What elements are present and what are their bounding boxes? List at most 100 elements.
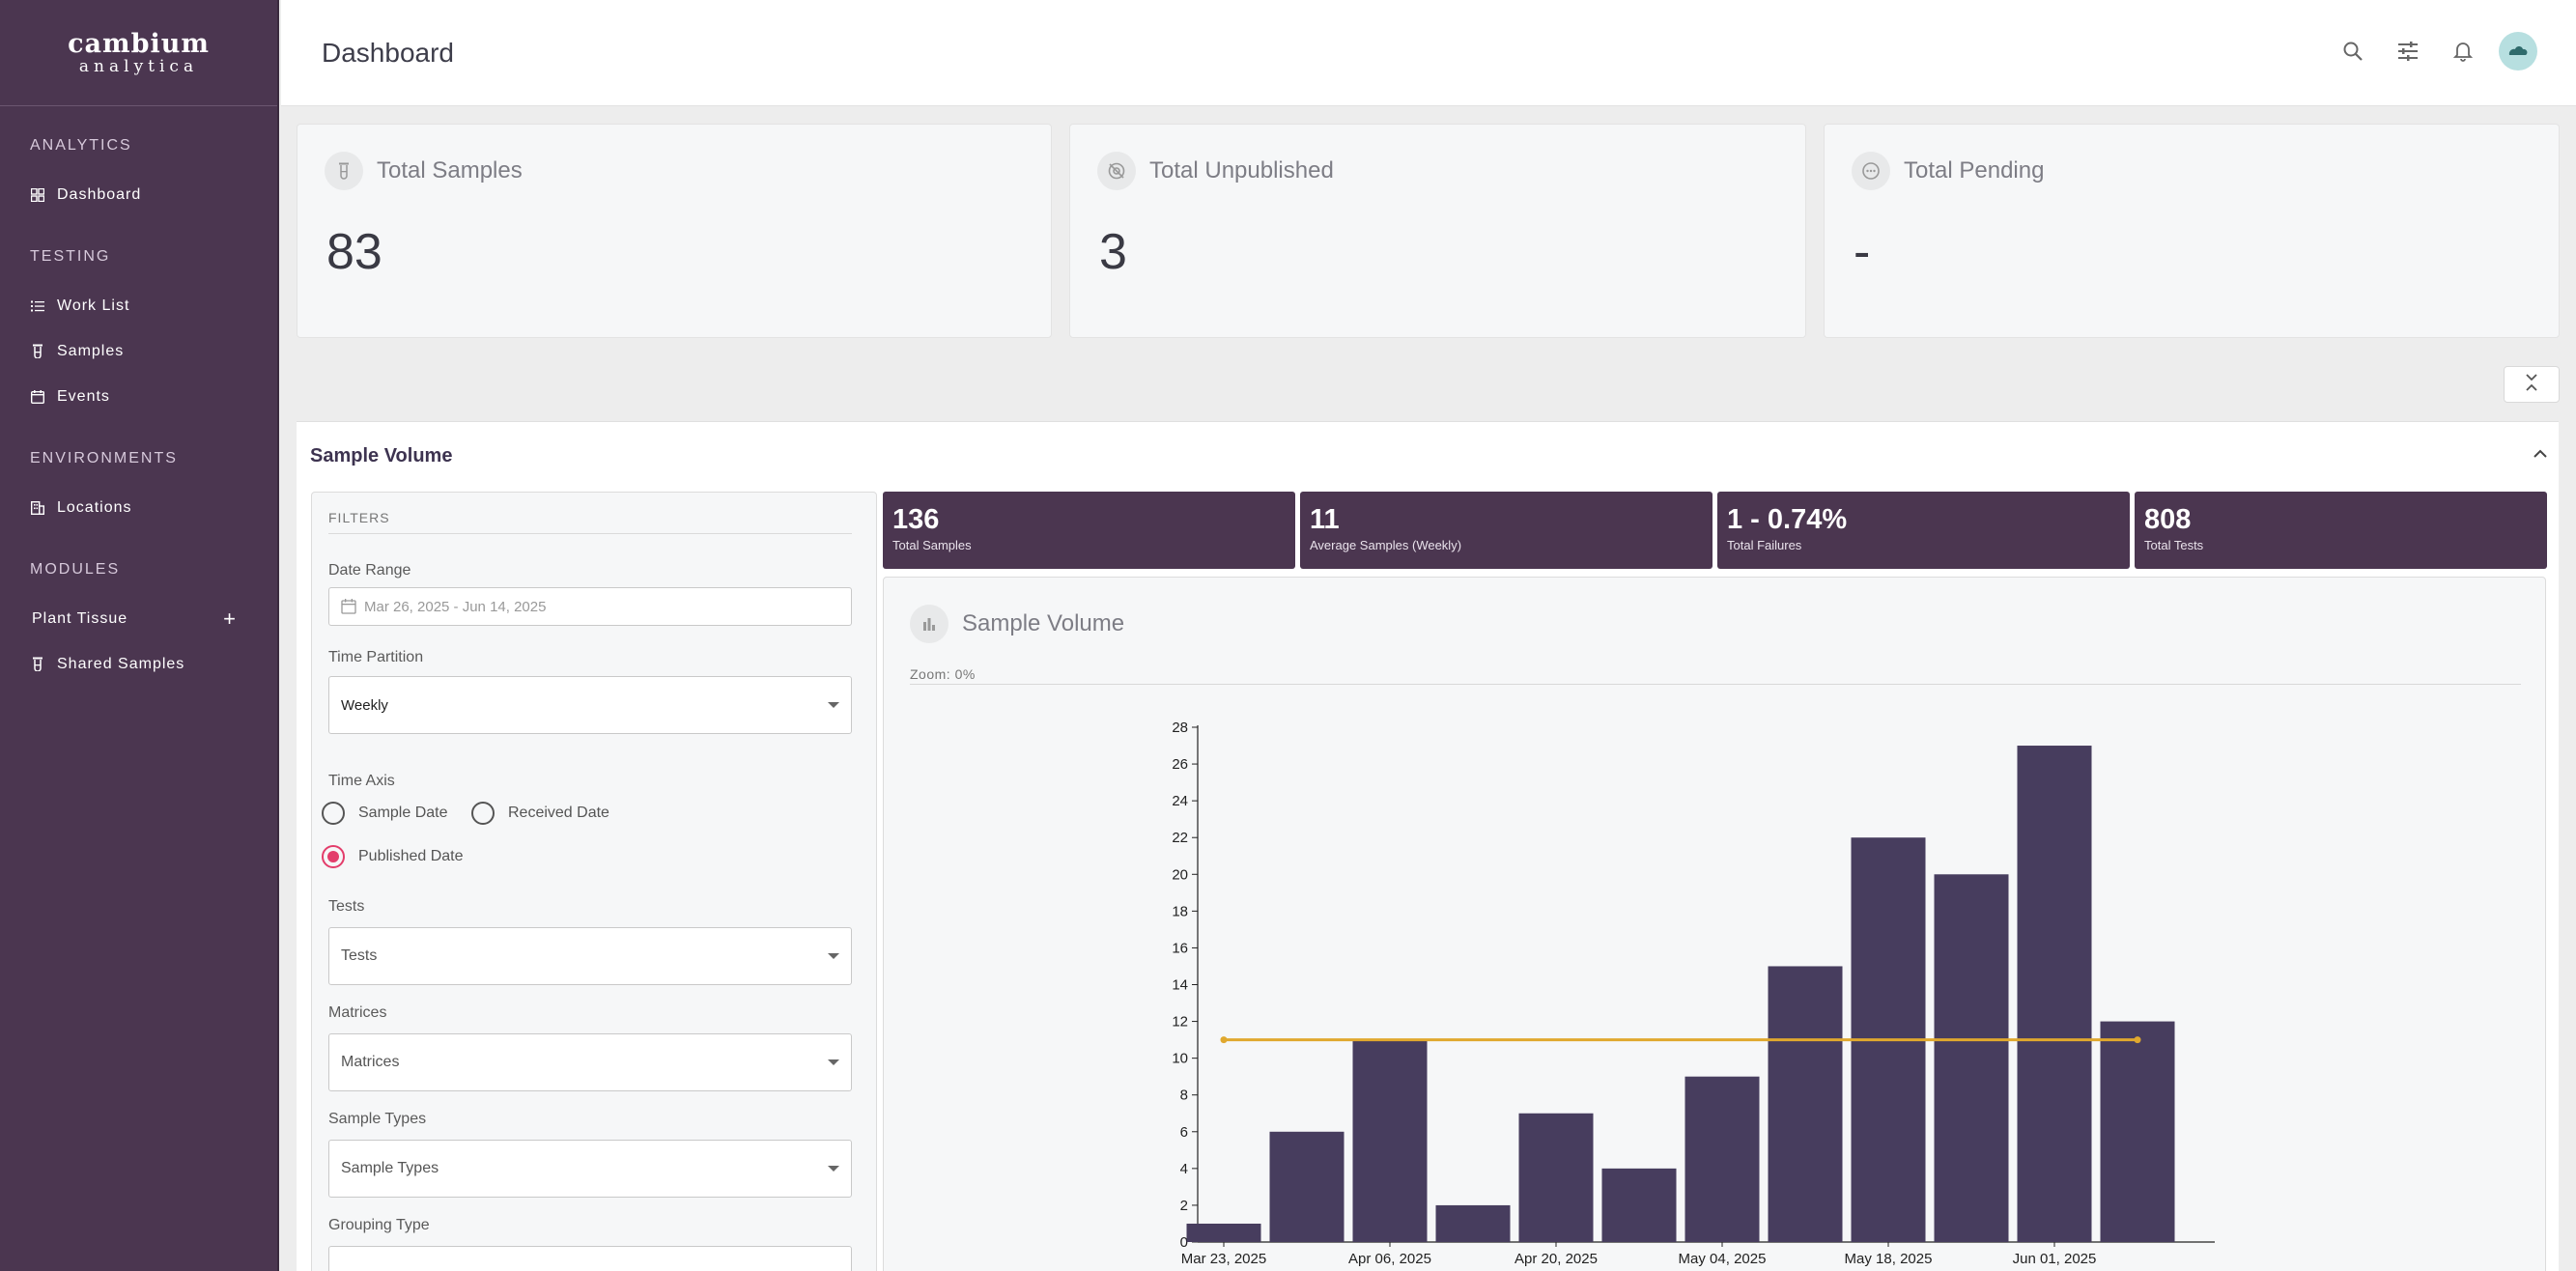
sample-types-select[interactable]: Sample Types <box>328 1140 852 1198</box>
stat-value: 3 <box>1099 224 1127 280</box>
brand-logo[interactable]: cambium analytica <box>0 0 277 106</box>
kpi-label: Total Tests <box>2144 538 2204 552</box>
sidebar-item-work-list[interactable]: Work List <box>30 283 277 328</box>
filters-panel: FILTERS Date Range Mar 26, 2025 - Jun 14… <box>311 492 877 1271</box>
expand-plus-icon[interactable]: + <box>223 606 237 631</box>
eye-off-icon <box>1097 152 1136 190</box>
test-tube-icon <box>30 657 45 672</box>
building-icon <box>30 500 45 516</box>
y-tick-label: 4 <box>1180 1161 1188 1177</box>
chart-bar <box>1601 1168 1677 1242</box>
stat-label: Total Unpublished <box>1149 157 1334 184</box>
kpi-value: 11 <box>1310 504 1340 535</box>
time-axis-label: Time Axis <box>328 773 395 789</box>
dropdown-caret-icon <box>828 953 839 959</box>
search-icon[interactable] <box>2334 32 2372 71</box>
kpi-value: 136 <box>892 504 940 535</box>
kpi-total-failures: 1 - 0.74% Total Failures <box>1717 492 2130 569</box>
radio-circle-selected <box>322 845 345 868</box>
y-tick-label: 6 <box>1180 1124 1188 1141</box>
sample-volume-panel: Sample Volume FILTERS Date Range Mar 26,… <box>297 421 2559 1271</box>
radio-sample-date[interactable]: Sample Date <box>322 802 448 825</box>
stat-value: 83 <box>326 224 382 280</box>
sidebar-item-plant-tissue[interactable]: Plant Tissue + <box>30 596 277 641</box>
date-range-value: Mar 26, 2025 - Jun 14, 2025 <box>364 598 547 615</box>
avatar[interactable] <box>2499 32 2537 71</box>
chevron-up-icon[interactable] <box>2528 441 2553 466</box>
matrices-select[interactable]: Matrices <box>328 1033 852 1091</box>
calendar-icon <box>341 599 356 614</box>
page-title: Dashboard <box>322 37 454 68</box>
tests-select[interactable]: Tests <box>328 927 852 985</box>
y-tick-label: 20 <box>1172 866 1188 883</box>
nav-section-environments: ENVIRONMENTS Locations <box>0 450 277 530</box>
y-tick-label: 10 <box>1172 1051 1188 1067</box>
sidebar-item-label: Work List <box>57 297 130 314</box>
bell-icon[interactable] <box>2444 32 2482 71</box>
list-icon <box>30 298 45 314</box>
radio-label: Sample Date <box>358 805 448 821</box>
chart-bar <box>1435 1204 1511 1242</box>
brand-subname: analytica <box>78 56 199 76</box>
bar-chart-icon <box>910 605 948 643</box>
grouping-type-label: Grouping Type <box>328 1217 430 1233</box>
kpi-label: Average Samples (Weekly) <box>1310 538 1462 552</box>
sidebar-item-shared-samples[interactable]: Shared Samples <box>30 641 277 687</box>
nav-section-analytics: ANALYTICS Dashboard <box>0 137 277 217</box>
radio-circle <box>322 802 345 825</box>
chart-title: Sample Volume <box>962 610 1125 636</box>
time-partition-select[interactable]: Weekly <box>328 676 852 734</box>
brand-name: cambium <box>68 28 210 59</box>
chart-bar <box>1352 1039 1428 1242</box>
nav-section-testing: TESTING Work List Samples Events <box>0 248 277 419</box>
sidebar-item-dashboard[interactable]: Dashboard <box>30 172 277 217</box>
y-tick-label: 8 <box>1180 1087 1188 1104</box>
y-tick-label: 18 <box>1172 903 1188 919</box>
radio-received-date[interactable]: Received Date <box>471 802 609 825</box>
sidebar-item-samples[interactable]: Samples <box>30 328 277 374</box>
kpi-value: 808 <box>2144 504 2192 535</box>
test-tube-icon <box>325 152 363 190</box>
sidebar-item-events[interactable]: Events <box>30 374 277 419</box>
tests-label: Tests <box>328 898 365 915</box>
y-tick-label: 12 <box>1172 1014 1188 1031</box>
stat-card-total-samples: Total Samples 83 <box>297 124 1052 338</box>
kpi-label: Total Samples <box>892 538 972 552</box>
time-partition-value: Weekly <box>341 696 388 714</box>
filter-sliders-icon[interactable] <box>2389 32 2427 71</box>
chart-bar <box>1768 966 1843 1242</box>
sidebar-item-label: Dashboard <box>57 185 142 203</box>
chart-card: Sample Volume Zoom: 0% 0 2 4 6 8 10 12 14 16 18 20… <box>883 577 2546 1271</box>
pending-dots-icon <box>1852 152 1890 190</box>
stat-label: Total Pending <box>1904 157 2045 184</box>
y-tick-label: 16 <box>1172 940 1188 956</box>
kpi-total-samples: 136 Total Samples <box>883 492 1295 569</box>
collapse-all-button[interactable] <box>2504 366 2560 403</box>
sidebar-item-label: Samples <box>57 342 125 359</box>
nav-heading: MODULES <box>30 561 121 578</box>
stat-value: - <box>1854 224 1871 280</box>
top-actions <box>2317 32 2537 71</box>
test-tube-icon <box>30 344 45 359</box>
sidebar: cambium analytica ANALYTICS Dashboard TE… <box>0 0 279 1271</box>
kpi-total-tests: 808 Total Tests <box>2135 492 2547 569</box>
dropdown-caret-icon <box>828 1059 839 1065</box>
panel-title: Sample Volume <box>310 445 453 466</box>
radio-label: Published Date <box>358 848 464 864</box>
y-tick-label: 26 <box>1172 756 1188 773</box>
x-tick-label: May 18, 2025 <box>1845 1251 1933 1267</box>
x-tick-label: Apr 06, 2025 <box>1348 1251 1431 1267</box>
nav-heading: ENVIRONMENTS <box>30 450 178 466</box>
y-tick-label: 2 <box>1180 1198 1188 1214</box>
sidebar-item-label: Plant Tissue <box>32 609 128 627</box>
date-range-input[interactable]: Mar 26, 2025 - Jun 14, 2025 <box>328 587 852 626</box>
grouping-type-select[interactable] <box>328 1246 852 1271</box>
y-tick-label: 22 <box>1172 830 1188 846</box>
calendar-icon <box>30 389 45 405</box>
sidebar-item-locations[interactable]: Locations <box>30 485 277 530</box>
stat-card-total-pending: Total Pending - <box>1824 124 2560 338</box>
y-tick-label: 24 <box>1172 793 1188 809</box>
kpi-average-samples: 11 Average Samples (Weekly) <box>1300 492 1713 569</box>
radio-published-date[interactable]: Published Date <box>322 845 464 868</box>
